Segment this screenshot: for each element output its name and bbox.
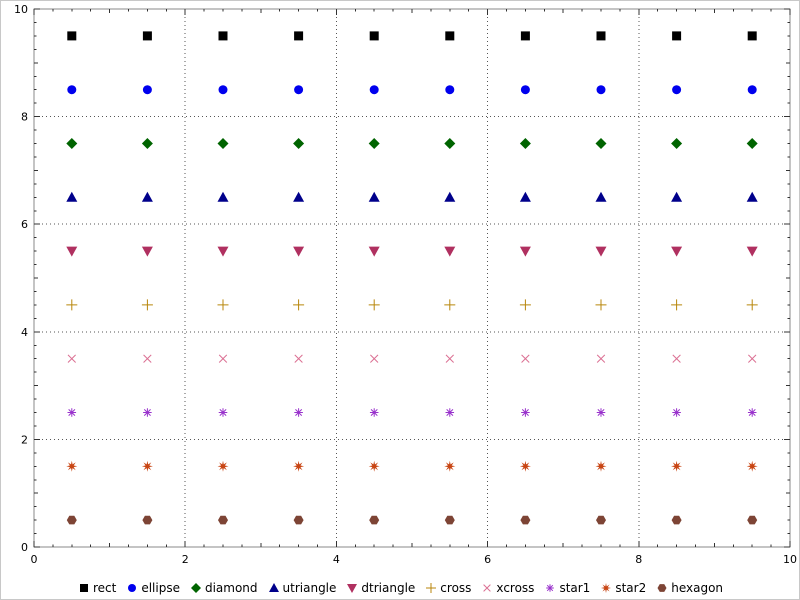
legend-label-ellipse: ellipse xyxy=(141,581,180,595)
legend-label-rect: rect xyxy=(92,581,117,595)
legend-item-hexagon: hexagon xyxy=(655,581,723,595)
legend-label-star1: star1 xyxy=(559,581,591,595)
legend-label-xcross: xcross xyxy=(496,581,535,595)
series-rect xyxy=(67,31,757,41)
series-ellipse xyxy=(67,85,757,95)
series-star2 xyxy=(66,460,758,472)
y-tick-label: 2 xyxy=(21,433,28,446)
legend-item-star1: star1 xyxy=(543,581,590,595)
y-tick-label: 8 xyxy=(21,111,28,124)
series-hexagon xyxy=(66,515,758,525)
legend-item-cross: cross xyxy=(424,581,471,595)
legend: rect ellipse diamond utriangle dtriangle cros… xyxy=(1,579,799,597)
legend-label-hexagon: hexagon xyxy=(671,581,724,595)
legend-label-dtriangle: dtriangle xyxy=(361,581,416,595)
x-tick-label: 8 xyxy=(635,553,642,566)
legend-label-star2: star2 xyxy=(615,581,647,595)
star2-marker-icon xyxy=(601,583,612,593)
y-tick-label: 10 xyxy=(14,3,28,16)
legend-item-utriangle: utriangle xyxy=(267,581,337,595)
x-tick-label: 6 xyxy=(484,553,491,566)
utriangle-marker-icon xyxy=(268,583,279,592)
series-utriangle xyxy=(66,191,758,202)
legend-label-diamond: diamond xyxy=(204,581,258,595)
hexagon-marker-icon xyxy=(657,584,667,592)
diamond-marker-icon xyxy=(190,583,201,593)
legend-label-cross: cross xyxy=(440,581,472,595)
rect-marker-icon xyxy=(79,584,88,592)
xcross-marker-icon xyxy=(483,584,492,592)
star1-marker-icon xyxy=(546,584,555,592)
dtriangle-marker-icon xyxy=(347,584,358,593)
y-tick-label: 6 xyxy=(21,218,28,231)
legend-item-dtriangle: dtriangle xyxy=(345,581,415,595)
legend-item-diamond: diamond xyxy=(189,581,258,595)
ellipse-marker-icon xyxy=(128,584,137,592)
legend-label-utriangle: utriangle xyxy=(282,581,337,595)
legend-item-xcross: xcross xyxy=(480,581,534,595)
x-tick-label: 4 xyxy=(333,553,340,566)
x-tick-label: 0 xyxy=(31,553,38,566)
legend-item-star2: star2 xyxy=(599,581,646,595)
y-tick-label: 0 xyxy=(21,541,28,554)
legend-item-rect: rect xyxy=(77,581,116,595)
series-dtriangle xyxy=(66,246,758,257)
x-tick-label: 2 xyxy=(182,553,189,566)
series-cross xyxy=(66,299,758,311)
series-xcross xyxy=(67,354,757,363)
series-diamond xyxy=(66,138,758,149)
x-tick-label: 10 xyxy=(783,553,797,566)
cross-marker-icon xyxy=(426,583,437,593)
y-tick-label: 4 xyxy=(21,326,28,339)
legend-item-ellipse: ellipse xyxy=(125,581,180,595)
series-star1 xyxy=(67,408,757,417)
